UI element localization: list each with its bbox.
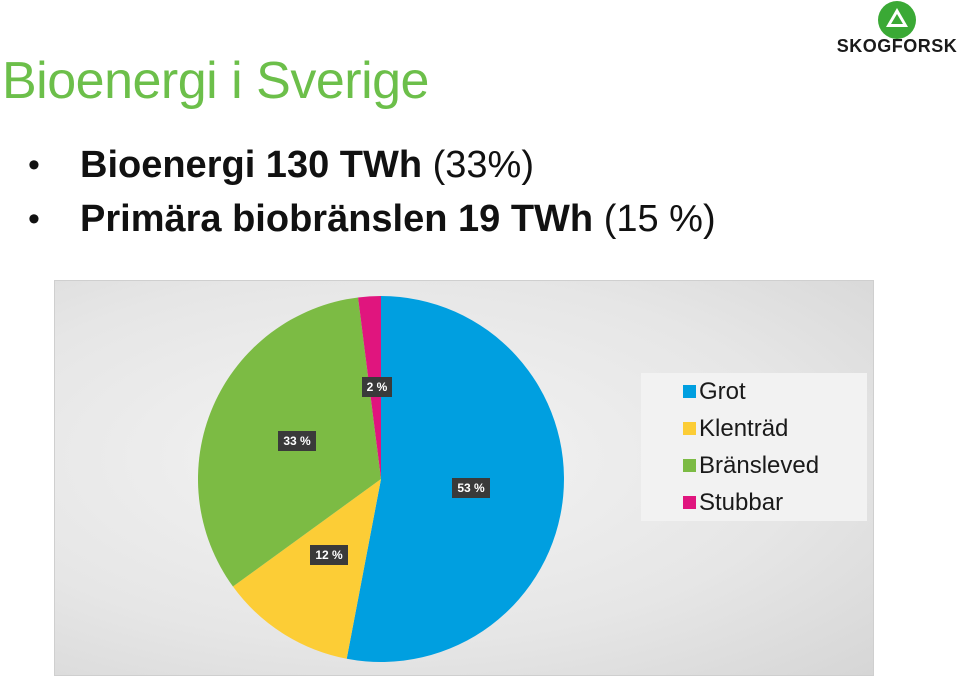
legend-label: Klenträd — [699, 415, 789, 442]
skogforsk-logo: SKOGFORSK — [834, 0, 960, 60]
data-label-text: 53 % — [457, 481, 485, 495]
data-label-box — [362, 377, 392, 397]
bullet-primary-biofuels-bold: Primära biobränslen 19 TWh — [80, 198, 594, 240]
data-label-box — [278, 431, 316, 451]
bullet-bioenergy-bold: Bioenergi 130 TWh — [80, 144, 423, 186]
legend-label: Stubbar — [699, 489, 784, 516]
bullet-bioenergy-share: (33%) — [422, 144, 534, 186]
legend-item-stubbar: Stubbar — [641, 484, 867, 521]
data-label-bränsleved: 33 % — [278, 431, 316, 451]
data-label-text: 2 % — [367, 380, 388, 394]
data-label-text: 12 % — [315, 548, 343, 562]
triangle-logo-icon — [878, 1, 916, 39]
legend-label: Bränsleved — [699, 452, 820, 479]
bullet-primary-biofuels: Primära biobränslen 19 TWh (15 %) — [28, 192, 716, 246]
bullet-bioenergy: Bioenergi 130 TWh (33%) — [28, 138, 716, 192]
pie-chart-panel: 53 % 12 % 33 % 2 % Grot Klenträd Bränsleved St… — [54, 280, 874, 676]
bullet-primary-biofuels-share: (15 %) — [593, 198, 716, 240]
legend-item-bränsleved: Bränsleved — [641, 447, 867, 484]
data-label-klenträd: 12 % — [310, 545, 348, 565]
legend-item-grot: Grot — [641, 373, 867, 410]
data-label-box — [310, 545, 348, 565]
chart-legend: Grot Klenträd Bränsleved Stubbar — [641, 373, 867, 521]
legend-swatch — [683, 459, 696, 472]
data-label-box — [452, 478, 490, 498]
slide-title: Bioenergi i Sverige — [2, 52, 429, 110]
legend-label: Grot — [699, 378, 746, 405]
data-label-text: 33 % — [283, 434, 311, 448]
pie-slice-klenträd — [232, 479, 381, 659]
legend-swatch — [683, 496, 696, 509]
legend-item-klenträd: Klenträd — [641, 410, 867, 447]
data-label-stubbar: 2 % — [362, 377, 392, 397]
data-label-grot: 53 % — [452, 478, 490, 498]
logo-text: SKOGFORSK — [836, 36, 958, 56]
pie-chart: 53 % 12 % 33 % 2 % — [198, 296, 564, 662]
bullet-list: Bioenergi 130 TWh (33%) Primära biobräns… — [28, 138, 716, 246]
legend-swatch — [683, 422, 696, 435]
legend-swatch — [683, 385, 696, 398]
